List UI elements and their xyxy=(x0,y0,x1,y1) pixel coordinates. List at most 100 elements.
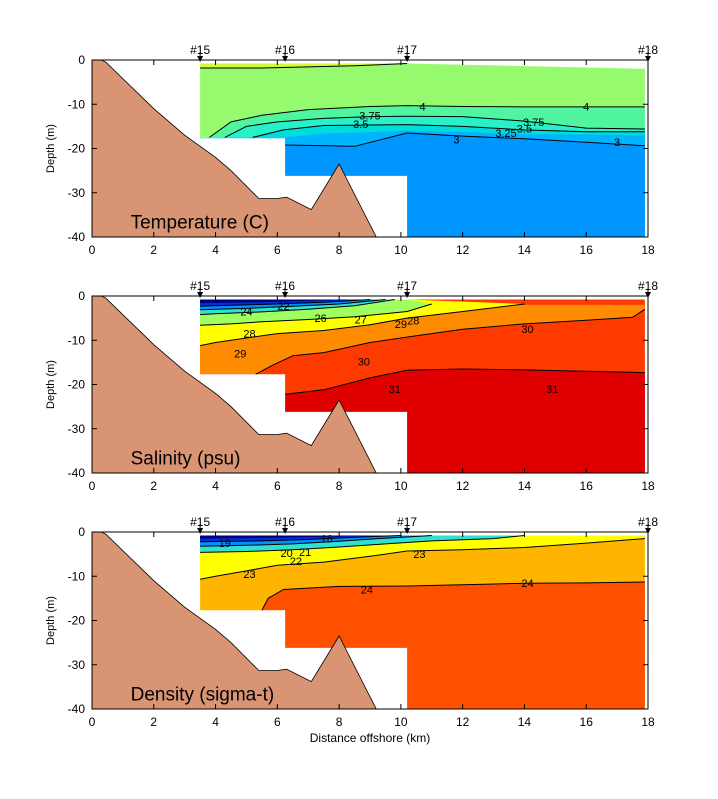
salinity-contour-band xyxy=(200,299,361,304)
density-contour-label: 20 xyxy=(280,548,292,560)
density-x-tick-label: 12 xyxy=(456,715,470,729)
density-station-marker xyxy=(282,528,289,534)
density-contour-line xyxy=(200,538,645,580)
salinity-x-tick-label: 4 xyxy=(212,479,219,493)
temperature-panel: 4 43.753.753.5 3.53.253 30 2 4 6 8 10 12 14 16 180-1… xyxy=(45,43,658,257)
temperature-x-tick-label: 6 xyxy=(274,243,281,257)
temperature-x-tick-label: 4 xyxy=(212,243,219,257)
salinity-x-tick-label: 16 xyxy=(580,479,594,493)
temperature-x-tick-label: 2 xyxy=(150,243,157,257)
salinity-y-axis-label: Depth (m) xyxy=(45,360,57,409)
temperature-contour-label: 3.25 xyxy=(495,128,516,140)
density-x-tick-label: 2 xyxy=(150,715,157,729)
temperature-contour-label: 4 xyxy=(419,101,425,113)
temperature-x-tick-label: 10 xyxy=(394,243,408,257)
salinity-x-tick-label: 0 xyxy=(89,479,96,493)
density-contour-band xyxy=(200,535,380,539)
salinity-contour-line xyxy=(200,303,432,326)
density-station-marker xyxy=(645,528,651,534)
temperature-panel-title: Temperature (C) xyxy=(131,213,269,234)
salinity-station-marker xyxy=(197,292,204,298)
density-x-axis-label: Distance offshore (km) xyxy=(310,731,431,745)
temperature-station-marker xyxy=(404,56,411,62)
salinity-contour-label: 24 xyxy=(240,306,252,318)
temperature-station-label: #15 xyxy=(190,43,210,57)
temperature-contour-line xyxy=(285,132,645,147)
density-y-tick-label: 0 xyxy=(78,525,85,539)
temperature-station-label: #16 xyxy=(275,43,295,57)
density-station-marker xyxy=(197,528,204,534)
temperature-x-tick-label: 14 xyxy=(518,243,532,257)
temperature-y-tick-label: -40 xyxy=(68,230,86,244)
temperature-x-tick-label: 0 xyxy=(89,243,96,257)
temperature-contour-line xyxy=(200,63,408,69)
density-x-tick-label: 0 xyxy=(89,715,96,729)
density-contour-label: 16 xyxy=(321,534,333,546)
density-y-tick-label: -40 xyxy=(68,702,86,716)
temperature-contour-label: 3.75 xyxy=(523,117,544,129)
salinity-contour-label: 28 xyxy=(243,329,255,341)
density-contour-line xyxy=(200,535,432,547)
temperature-contour-label: 4 xyxy=(583,101,589,113)
density-contour-line xyxy=(200,535,401,543)
temperature-x-tick-label: 16 xyxy=(580,243,594,257)
density-panel-title: Density (sigma-t) xyxy=(131,685,275,706)
temperature-x-tick-label: 12 xyxy=(456,243,470,257)
temperature-contour-line xyxy=(209,105,645,138)
temperature-contour-label: 3.5 xyxy=(517,124,532,136)
density-station-label: #17 xyxy=(397,515,417,529)
temperature-y-axis-label: Depth (m) xyxy=(45,124,57,173)
temperature-x-tick-label: 18 xyxy=(641,243,655,257)
salinity-x-tick-label: 10 xyxy=(394,479,408,493)
density-y-axis-label: Depth (m) xyxy=(45,596,57,645)
salinity-x-tick-label: 12 xyxy=(456,479,470,493)
salinity-x-tick-label: 6 xyxy=(274,479,281,493)
salinity-y-tick-label: -10 xyxy=(68,333,86,347)
salinity-contour-line xyxy=(200,299,395,316)
density-x-tick-label: 16 xyxy=(580,715,594,729)
density-y-tick-label: -30 xyxy=(68,658,86,672)
temperature-station-marker xyxy=(282,56,289,62)
density-contour-line xyxy=(200,535,525,553)
density-station-label: #18 xyxy=(638,515,658,529)
density-station-marker xyxy=(404,528,411,534)
temperature-contour-band xyxy=(200,63,408,68)
density-station-label: #16 xyxy=(275,515,295,529)
salinity-station-label: #15 xyxy=(190,279,210,293)
density-contour-line xyxy=(261,581,645,611)
salinity-x-tick-label: 18 xyxy=(641,479,655,493)
salinity-contour-label: 31 xyxy=(546,384,558,396)
salinity-contour-label: 29 xyxy=(234,349,246,361)
salinity-contour-label: 30 xyxy=(358,356,370,368)
salinity-contour-line xyxy=(200,303,525,347)
salinity-y-tick-label: -40 xyxy=(68,466,86,480)
temperature-x-tick-label: 8 xyxy=(336,243,343,257)
salinity-x-tick-label: 8 xyxy=(336,479,343,493)
salinity-contour-label: 29 xyxy=(395,319,407,331)
salinity-panel-title: Salinity (psu) xyxy=(131,449,241,470)
temperature-station-label: #17 xyxy=(397,43,417,57)
density-y-tick-label: -20 xyxy=(68,614,86,628)
density-y-tick-label: -10 xyxy=(68,569,86,583)
salinity-contour-line xyxy=(285,368,645,395)
salinity-contour-line xyxy=(200,299,371,307)
density-x-tick-label: 6 xyxy=(274,715,281,729)
density-station-label: #15 xyxy=(190,515,210,529)
density-contour-label: 24 xyxy=(361,585,373,597)
temperature-y-tick-label: -30 xyxy=(68,186,86,200)
temperature-y-tick-label: 0 xyxy=(78,53,85,67)
salinity-station-label: #16 xyxy=(275,279,295,293)
salinity-contour-line xyxy=(255,308,646,375)
temperature-seafloor xyxy=(91,59,377,238)
temperature-contour-label: 3 xyxy=(453,135,459,147)
salinity-station-label: #18 xyxy=(638,279,658,293)
salinity-x-tick-label: 2 xyxy=(150,479,157,493)
salinity-station-marker xyxy=(404,292,411,298)
temperature-contour-line xyxy=(224,115,645,138)
temperature-contour-label: 3 xyxy=(614,137,620,149)
salinity-y-tick-label: -20 xyxy=(68,378,86,392)
salinity-seafloor xyxy=(91,295,377,474)
